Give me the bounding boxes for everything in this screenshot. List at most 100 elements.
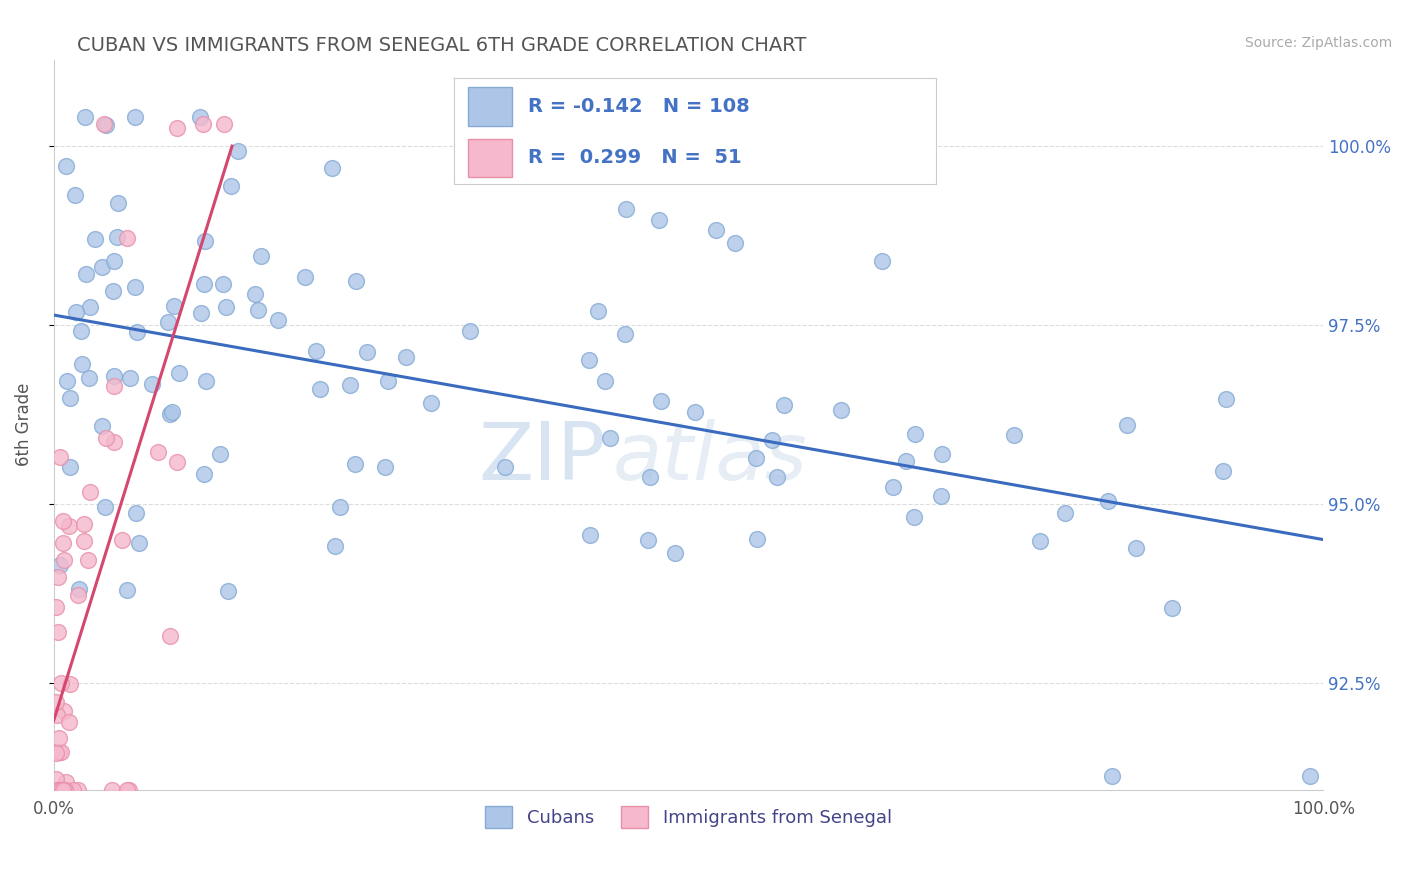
Point [105,230,128,244]
Point [685,405,707,419]
Point [344,274,367,288]
Point [1002,427,1025,442]
Point [247,303,270,318]
Point [614,202,637,216]
Point [1053,506,1076,520]
Point [128,536,150,550]
Point [55,375,77,389]
Point [103,378,125,392]
Point [323,539,346,553]
Point [163,299,186,313]
Point [101,783,124,797]
Point [1097,494,1119,508]
Point [190,305,212,319]
Point [929,489,952,503]
Point [578,353,600,368]
Point [395,350,418,364]
Point [870,254,893,268]
Point [377,375,399,389]
Point [48,731,70,745]
Point [84,231,107,245]
Point [588,303,610,318]
Point [58,519,80,533]
Point [215,301,238,315]
Point [212,117,235,131]
Point [356,344,378,359]
Point [48,745,70,759]
Point [94,431,117,445]
Point [339,377,361,392]
Point [72,357,94,371]
Point [79,300,101,314]
Point [219,179,242,194]
Point [45,599,67,614]
Point [103,435,125,450]
Point [48,783,70,797]
Point [882,480,904,494]
Y-axis label: 6th Grade: 6th Grade [15,383,32,467]
Point [52,514,75,528]
Point [49,746,72,760]
Point [72,534,94,549]
Point [125,325,148,339]
Point [93,117,115,131]
Point [637,533,659,547]
Point [766,470,789,484]
Point [73,516,96,531]
Point [761,433,783,447]
Point [593,374,616,388]
Point [79,484,101,499]
Point [1125,541,1147,555]
Point [52,704,75,718]
Point [45,772,67,787]
Point [896,454,918,468]
Point [52,783,75,797]
Point [194,234,217,248]
Point [69,325,91,339]
Point [212,277,235,291]
Point [141,377,163,392]
Text: ZIP: ZIP [478,418,606,497]
Point [53,553,76,567]
Point [124,280,146,294]
Point [747,533,769,547]
Point [65,187,87,202]
Point [159,630,181,644]
Point [250,249,273,263]
Point [193,467,215,482]
Point [494,459,516,474]
Point [59,459,82,474]
Point [45,783,67,797]
Point [67,783,90,797]
Point [46,570,69,584]
Point [903,509,925,524]
Point [420,396,443,410]
Point [1212,464,1234,478]
Point [93,500,115,515]
Point [374,459,396,474]
Text: Source: ZipAtlas.com: Source: ZipAtlas.com [1244,36,1392,50]
Point [664,546,686,560]
Point [115,783,138,797]
Point [65,305,87,319]
Point [91,419,114,434]
Point [614,326,637,341]
Point [228,145,250,159]
Point [166,120,188,135]
Point [59,677,82,691]
Point [124,110,146,124]
Legend: Cubans, Immigrants from Senegal: Cubans, Immigrants from Senegal [478,799,898,836]
Point [193,277,215,292]
Point [194,374,217,388]
Point [59,391,82,405]
Point [107,196,129,211]
Point [75,110,97,124]
Point [160,405,183,419]
Point [45,746,67,760]
Point [1161,601,1184,615]
Point [830,402,852,417]
Point [188,110,211,124]
Point [49,450,72,464]
Point [169,366,191,380]
Point [53,783,76,797]
